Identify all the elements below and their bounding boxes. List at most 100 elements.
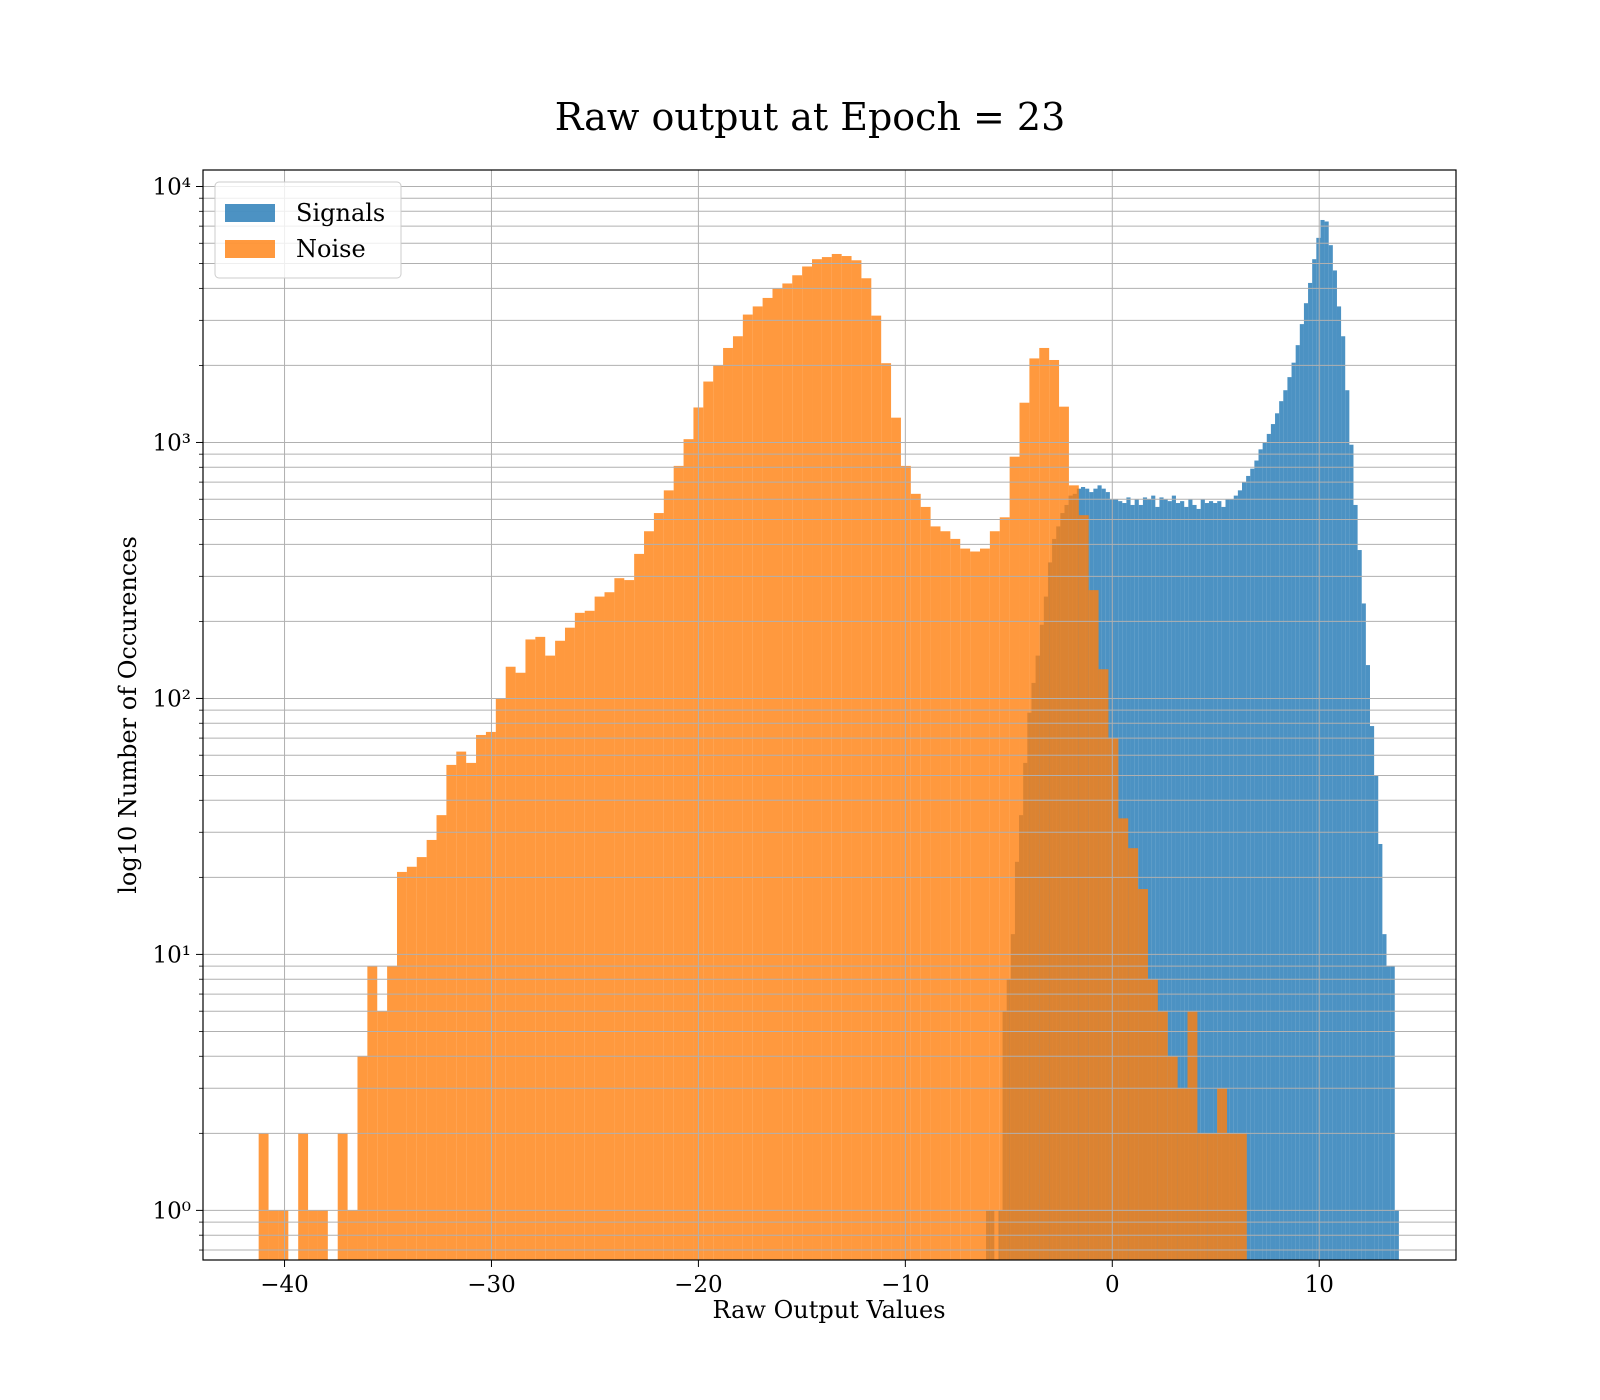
histogram-bar [831,253,842,1260]
histogram-bar [436,815,447,1260]
histogram-bar [1184,506,1189,1260]
histogram-bar [634,553,645,1260]
histogram-bar [1262,442,1267,1260]
histogram-bar [1365,665,1370,1260]
histogram-bar [446,764,457,1260]
histogram-bar [1147,499,1152,1260]
histogram-bar [1217,1088,1228,1260]
histogram-bar [1188,499,1193,1260]
histogram-bar [1175,503,1181,1260]
histogram-bar [900,465,911,1260]
histogram-bar [920,506,931,1260]
x-tick-label: −30 [467,1272,516,1298]
histogram-bar [258,1133,269,1260]
histogram-bar [1167,1056,1178,1260]
histogram-bar [1128,848,1139,1260]
histogram-bar [1374,775,1379,1260]
histogram-bar [406,866,417,1260]
histogram-bar [1159,497,1164,1260]
histogram-bar [1270,424,1276,1260]
histogram-bar [1208,501,1214,1260]
histogram-bar [1059,406,1069,1260]
histogram-bar [861,278,872,1260]
histogram-bar [732,336,743,1260]
histogram-bar [1213,503,1218,1260]
histogram-bar [1167,501,1172,1260]
histogram-bar [802,266,813,1260]
histogram-bar [999,517,1010,1260]
histogram-bar [574,612,585,1260]
histogram-bar [1336,306,1342,1260]
histogram-bar [1029,358,1040,1260]
histogram-bar [1088,590,1099,1260]
histogram-bar [584,610,595,1260]
histogram-bar [1283,390,1288,1260]
histogram-bar [337,1133,348,1260]
histogram-bar [416,857,427,1260]
histogram-bar [1187,1011,1198,1260]
histogram-bar [1349,444,1354,1260]
histogram-bar [1098,669,1109,1260]
histogram-bar [1237,490,1243,1260]
histogram-bar [1382,934,1387,1260]
histogram-bar [505,666,516,1260]
histogram-bar [1254,460,1259,1260]
histogram-bar [1303,303,1309,1260]
histogram-bar [723,347,733,1260]
histogram-bar [1108,738,1119,1260]
x-tick-label: −20 [674,1272,723,1298]
histogram-bar [1357,550,1362,1260]
histogram-bar [1324,221,1329,1260]
histogram-bar [1225,499,1230,1260]
histogram-bar [1118,818,1129,1260]
histogram-bar [1236,1133,1247,1260]
histogram-bar [1242,482,1247,1260]
histogram-bar [1386,966,1391,1260]
histogram-bar [1353,504,1358,1260]
histogram-bar [298,1133,309,1260]
histogram-bar [979,548,990,1260]
histogram-bar [1221,506,1226,1260]
legend-label: Noise [296,235,366,263]
histogram-bar [1197,1133,1208,1260]
histogram-bar [1078,515,1089,1260]
histogram-bar [456,751,467,1260]
chart-title: Raw output at Epoch = 23 [555,95,1066,139]
histogram-bar [1138,504,1143,1260]
histogram-bar [1320,219,1325,1260]
histogram-bar [1163,499,1168,1260]
histogram-bar [1295,345,1300,1260]
legend-box [214,181,402,279]
histogram-bar [1019,402,1030,1260]
histogram-bar [1147,979,1158,1260]
legend-swatch [225,240,275,258]
histogram-bar [683,439,694,1260]
y-tick-label: 10³ [153,430,192,456]
histogram-bar [1227,1133,1237,1260]
histogram-bar [1204,503,1209,1260]
x-axis-label: Raw Output Values [712,1296,945,1324]
histogram-bar [782,283,793,1260]
y-tick-label: 10⁰ [153,1198,192,1224]
legend-swatch [225,204,275,222]
legend: Signals Noise [214,181,402,279]
histogram-bar [950,538,961,1260]
y-tick-label: 10² [153,686,192,712]
histogram-bar [377,1011,388,1260]
histogram-bar [653,513,664,1260]
histogram-bar [485,731,496,1260]
axes: −40 −30 −20 −10 0 10 10⁰ 10¹ 10² 10³ 10⁴ [153,174,1334,1298]
histogram-bar [742,314,753,1260]
histogram-bar [1192,504,1197,1260]
histogram-bar [1177,1088,1188,1260]
x-tick-label: 10 [1305,1272,1334,1298]
histogram-bar [1229,499,1234,1260]
histogram-bar [1196,508,1201,1260]
histogram-bar [762,297,773,1260]
histogram-bar [752,306,763,1260]
histogram-bar [397,871,407,1260]
y-axis-label: log10 Number of Occurences [114,536,142,894]
plot-frame [202,169,1457,1261]
histogram-bar [1369,726,1375,1260]
